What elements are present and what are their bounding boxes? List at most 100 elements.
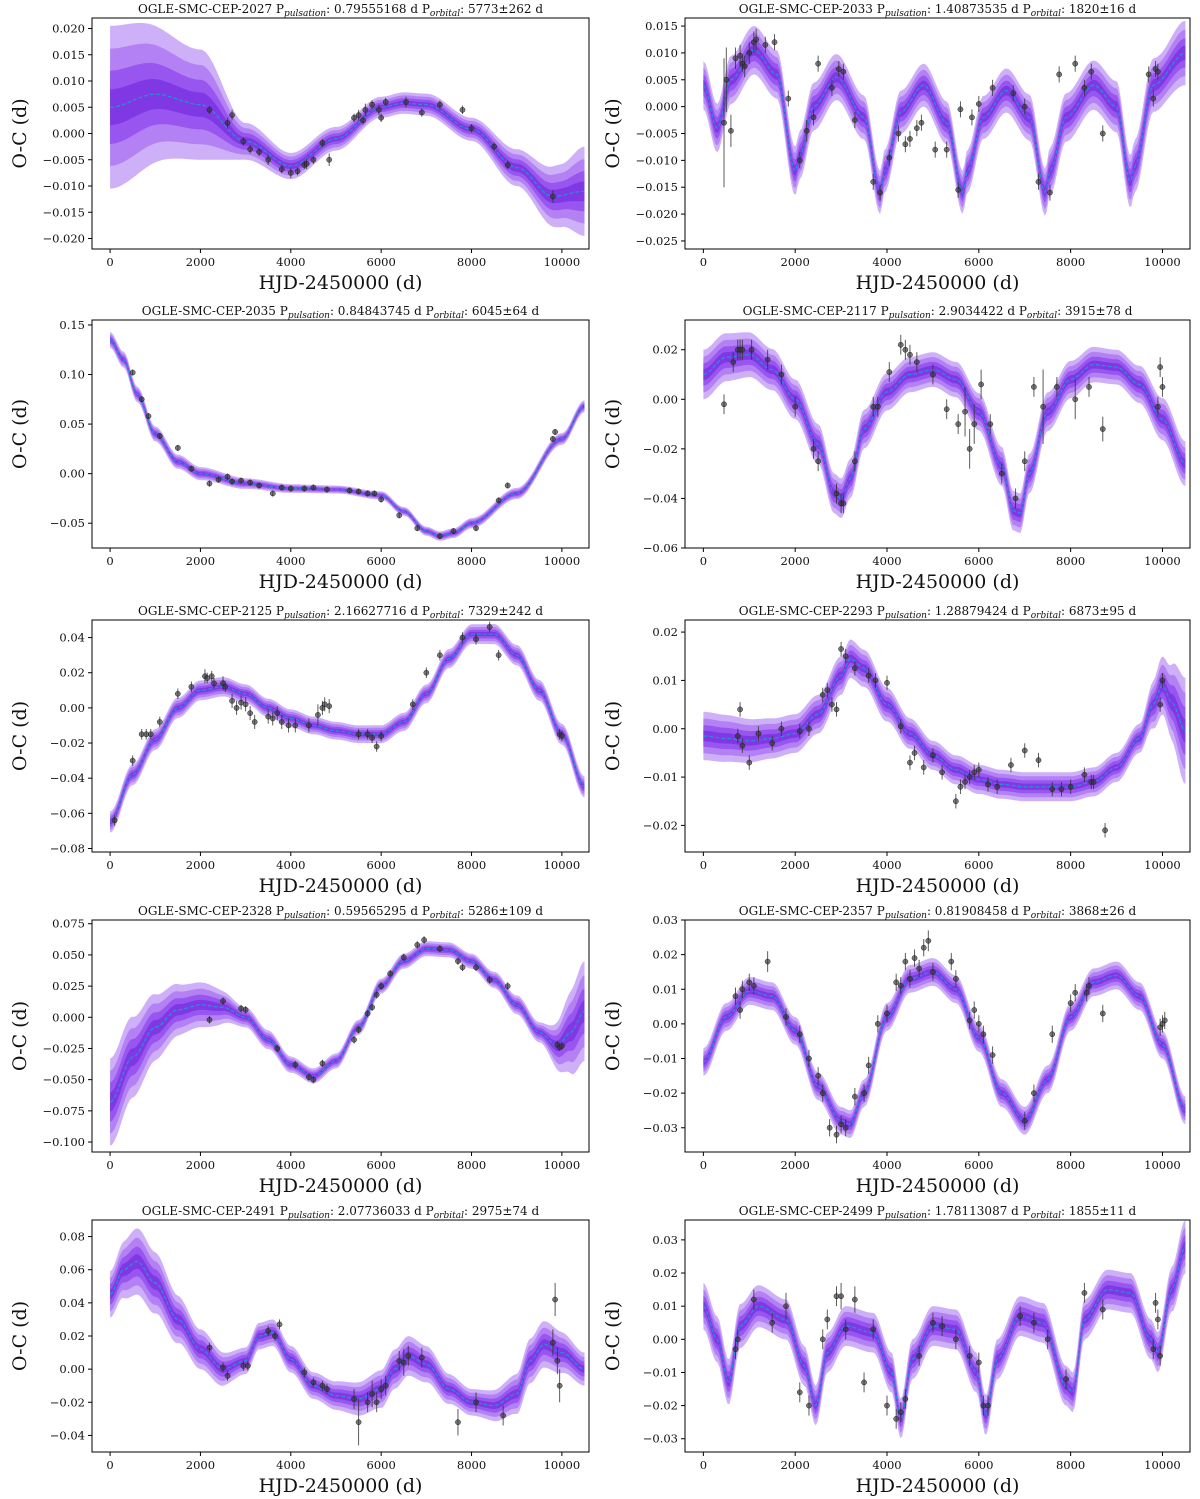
data-point: [962, 408, 968, 415]
credible-bands: [109, 1228, 585, 1422]
credible-bands: [109, 941, 585, 1146]
data-point: [310, 1379, 317, 1386]
y-tick-label: 0.075: [52, 917, 85, 931]
data-point: [829, 701, 835, 708]
data-point: [842, 653, 849, 660]
y-tick-label: 0.02: [652, 948, 678, 962]
x-tick-label: 2000: [186, 858, 215, 872]
y-tick-label: 0.010: [645, 46, 678, 60]
data-point: [975, 766, 982, 773]
data-point: [865, 672, 872, 679]
data-point: [245, 1362, 251, 1369]
x-tick-label: 4000: [276, 1158, 305, 1172]
data-point: [409, 701, 416, 708]
data-point: [852, 665, 858, 672]
data-point: [373, 1399, 380, 1406]
data-point: [274, 1045, 281, 1052]
y-tick-label: −0.075: [42, 1104, 85, 1118]
x-tick-label: 4000: [276, 858, 305, 872]
model-line: [702, 1246, 1186, 1420]
data-point: [459, 964, 466, 971]
x-tick-label: 6000: [367, 554, 396, 568]
data-point: [382, 1382, 389, 1389]
panel-ogle-smc-cep-2035: 0 2000 4000 6000 8000 10000 −0.05 0.00 0.05 0.10 0…: [9, 304, 590, 593]
data-point: [1031, 384, 1037, 390]
y-tick-label: 0.01: [652, 982, 678, 996]
y-tick-label: −0.015: [635, 180, 678, 194]
data-point: [1099, 1010, 1106, 1017]
data-point: [1099, 130, 1106, 137]
data-point: [362, 107, 369, 113]
data-point: [224, 120, 231, 126]
data-point: [907, 351, 913, 358]
data-point: [852, 458, 858, 465]
data-point: [1081, 1290, 1088, 1296]
data-point: [751, 1296, 757, 1303]
data-point: [552, 1296, 558, 1303]
data-point: [739, 346, 746, 353]
data-point: [1021, 458, 1028, 465]
data-point: [985, 1402, 991, 1409]
data-point: [971, 1007, 978, 1013]
data-point: [824, 687, 831, 693]
data-point: [376, 107, 382, 113]
data-point: [764, 958, 771, 965]
data-point: [998, 470, 1005, 477]
y-tick-label: 0.015: [52, 48, 85, 62]
data-point: [310, 156, 317, 163]
data-point: [294, 168, 301, 175]
data-point: [913, 125, 920, 131]
data-point: [806, 1402, 812, 1409]
data-point: [387, 970, 394, 977]
y-tick-label: 0.08: [59, 1230, 85, 1244]
data-point: [764, 356, 771, 363]
data-point: [897, 1409, 904, 1416]
data-point: [278, 166, 285, 173]
x-tick-label: 10000: [544, 554, 581, 568]
data-point: [206, 480, 213, 487]
data-point: [730, 359, 737, 365]
x-tick-label: 0: [106, 858, 113, 872]
model-line: [109, 633, 585, 823]
data-points: [734, 641, 1166, 838]
y-tick-label: 0.05: [59, 417, 85, 431]
data-point: [886, 154, 893, 161]
data-point: [306, 722, 312, 729]
data-point: [930, 1319, 936, 1326]
x-axis-label: HJD-2450000 (d): [259, 272, 423, 294]
data-points: [206, 936, 565, 1084]
data-point: [803, 127, 810, 134]
x-tick-label: 8000: [457, 255, 486, 269]
panel-ogle-smc-cep-2027: 0 2000 4000 6000 8000 10000 −0.020 −0.015 −0.010…: [9, 2, 590, 294]
credible-bands: [703, 639, 1186, 802]
data-point: [994, 783, 1001, 790]
data-point: [806, 725, 812, 732]
y-axis-label: O-C (d): [9, 399, 31, 469]
data-point: [229, 478, 235, 485]
data-point: [486, 977, 493, 983]
data-point: [897, 723, 904, 730]
data-point: [1031, 1090, 1037, 1096]
data-point: [206, 1344, 213, 1351]
y-axis-label: O-C (d): [9, 1301, 31, 1371]
y-tick-label: −0.04: [643, 491, 678, 505]
data-point: [796, 728, 803, 735]
y-tick-label: −0.015: [42, 205, 85, 219]
data-point: [916, 1353, 922, 1359]
data-point: [206, 107, 213, 113]
data-point: [1017, 1313, 1023, 1319]
data-point: [224, 473, 231, 480]
credible-bands: [110, 23, 585, 236]
data-point: [369, 1004, 375, 1011]
data-point: [1049, 786, 1056, 793]
data-point: [980, 1031, 987, 1038]
data-point: [737, 1007, 743, 1013]
data-point: [287, 170, 294, 176]
data-point: [351, 1036, 357, 1043]
data-point: [1150, 95, 1157, 102]
x-tick-label: 8000: [1056, 554, 1085, 568]
data-point: [838, 646, 844, 652]
data-point: [373, 991, 380, 998]
data-point: [269, 490, 276, 497]
y-tick-label: 0.02: [652, 625, 678, 639]
